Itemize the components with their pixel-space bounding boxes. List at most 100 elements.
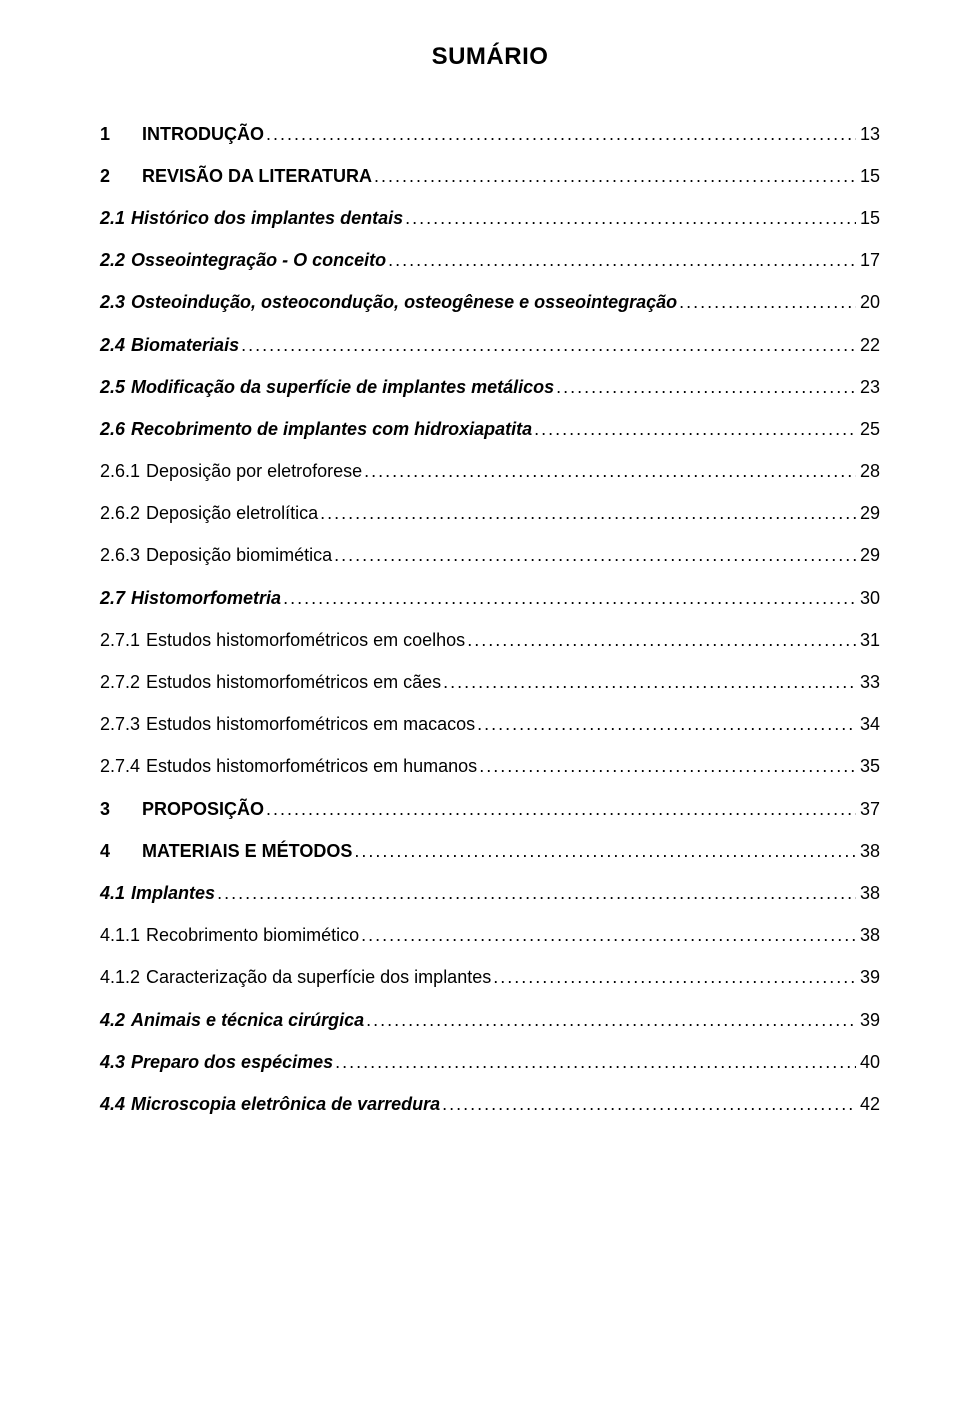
toc-number: 2.7.4	[100, 754, 146, 779]
page-title: SUMÁRIO	[100, 40, 880, 74]
toc-page: 17	[858, 248, 880, 273]
toc-row: 2.7.2Estudos histomorfométricos em cães3…	[100, 670, 880, 695]
toc-number: 2.6	[100, 417, 131, 442]
toc-leader	[442, 1092, 856, 1117]
toc-number: 2.3	[100, 290, 131, 315]
toc-label: Deposição eletrolítica	[146, 501, 318, 526]
toc-number: 2.6.3	[100, 543, 146, 568]
toc-number: 2.7.3	[100, 712, 146, 737]
toc-label: Caracterização da superfície dos implant…	[146, 965, 491, 990]
toc-page: 29	[858, 543, 880, 568]
toc-label: Histomorfometria	[131, 586, 281, 611]
toc-page: 25	[858, 417, 880, 442]
toc-page: 31	[858, 628, 880, 653]
toc-label: Osseointegração - O conceito	[131, 248, 386, 273]
toc-number: 2.4	[100, 333, 131, 358]
toc-label: Microscopia eletrônica de varredura	[131, 1092, 440, 1117]
toc-number: 2.7.2	[100, 670, 146, 695]
toc-page: 37	[858, 797, 880, 822]
toc-row: 4.3Preparo dos espécimes40	[100, 1050, 880, 1075]
toc-leader	[405, 206, 856, 231]
toc-leader	[217, 881, 856, 906]
toc-row: 4.1.2Caracterização da superfície dos im…	[100, 965, 880, 990]
toc-number: 2.7	[100, 586, 131, 611]
toc-leader	[556, 375, 856, 400]
toc-page: 38	[858, 839, 880, 864]
toc-row: 4.4Microscopia eletrônica de varredura 4…	[100, 1092, 880, 1117]
toc-number: 4.4	[100, 1092, 131, 1117]
toc-leader	[479, 754, 856, 779]
toc-label: INTRODUÇÃO	[142, 122, 264, 147]
toc-label: Estudos histomorfométricos em cães	[146, 670, 441, 695]
toc-row: 2.2Osseointegração - O conceito 17	[100, 248, 880, 273]
toc-page: 28	[858, 459, 880, 484]
toc-leader	[493, 965, 856, 990]
toc-page: 23	[858, 375, 880, 400]
toc-page: 34	[858, 712, 880, 737]
toc-number: 2.6.2	[100, 501, 146, 526]
toc-leader	[388, 248, 856, 273]
toc-leader	[467, 628, 856, 653]
toc-number: 4.2	[100, 1008, 131, 1033]
toc-label: Estudos histomorfométricos em humanos	[146, 754, 477, 779]
toc-row: 2.7.3Estudos histomorfométricos em macac…	[100, 712, 880, 737]
toc-leader	[283, 586, 856, 611]
toc-number: 2.6.1	[100, 459, 146, 484]
toc-leader	[334, 543, 856, 568]
toc-leader	[266, 122, 856, 147]
toc-label: PROPOSIÇÃO	[142, 797, 264, 822]
toc-row: 2.4Biomateriais22	[100, 333, 880, 358]
toc-row: 2.7.1Estudos histomorfométricos em coelh…	[100, 628, 880, 653]
toc-page: 15	[858, 164, 880, 189]
toc-label: Histórico dos implantes dentais	[131, 206, 403, 231]
toc-number: 4.1.2	[100, 965, 146, 990]
toc-number: 4.1	[100, 881, 131, 906]
toc-leader	[366, 1008, 856, 1033]
toc-label: REVISÃO DA LITERATURA	[142, 164, 372, 189]
toc-number: 2.2	[100, 248, 131, 273]
toc-number: 2.1	[100, 206, 131, 231]
toc-label: Deposição por eletroforese	[146, 459, 362, 484]
toc-number: 2.7.1	[100, 628, 146, 653]
toc-leader	[320, 501, 856, 526]
toc-row: 2.3Osteoindução, osteocondução, osteogên…	[100, 290, 880, 315]
toc-leader	[266, 797, 856, 822]
toc-row: 2.1Histórico dos implantes dentais15	[100, 206, 880, 231]
toc-number: 1	[100, 122, 142, 147]
toc-row: 2.6Recobrimento de implantes com hidroxi…	[100, 417, 880, 442]
toc-leader	[361, 923, 856, 948]
toc-leader	[241, 333, 856, 358]
toc-label: Implantes	[131, 881, 215, 906]
toc-label: Modificação da superfície de implantes m…	[131, 375, 554, 400]
toc-row: 4.1Implantes38	[100, 881, 880, 906]
toc-leader	[679, 290, 856, 315]
toc-label: Animais e técnica cirúrgica	[131, 1008, 364, 1033]
toc-label: Recobrimento de implantes com hidroxiapa…	[131, 417, 532, 442]
toc-row: 4.1.1Recobrimento biomimético 38	[100, 923, 880, 948]
toc-row: 4.2Animais e técnica cirúrgica39	[100, 1008, 880, 1033]
toc-leader	[477, 712, 856, 737]
toc-label: Recobrimento biomimético	[146, 923, 359, 948]
toc-page: 35	[858, 754, 880, 779]
toc-number: 2.5	[100, 375, 131, 400]
toc-row: 4MATERIAIS E MÉTODOS 38	[100, 839, 880, 864]
toc-page: 20	[858, 290, 880, 315]
toc-number: 2	[100, 164, 142, 189]
toc-page: 29	[858, 501, 880, 526]
toc-label: Estudos histomorfométricos em coelhos	[146, 628, 465, 653]
toc-label: Biomateriais	[131, 333, 239, 358]
toc-page: 13	[858, 122, 880, 147]
toc-label: MATERIAIS E MÉTODOS	[142, 839, 352, 864]
table-of-contents: 1INTRODUÇÃO 13 2REVISÃO DA LITERATURA 15 2.1…	[100, 122, 880, 1118]
toc-number: 4	[100, 839, 142, 864]
toc-row: 2.7Histomorfometria 30	[100, 586, 880, 611]
toc-number: 4.1.1	[100, 923, 146, 948]
toc-label: Preparo dos espécimes	[131, 1050, 333, 1075]
toc-page: 30	[858, 586, 880, 611]
toc-leader	[335, 1050, 856, 1075]
toc-row: 1INTRODUÇÃO 13	[100, 122, 880, 147]
toc-page: 38	[858, 923, 880, 948]
toc-leader	[534, 417, 856, 442]
toc-number: 3	[100, 797, 142, 822]
toc-row: 2.6.3Deposição biomimética29	[100, 543, 880, 568]
